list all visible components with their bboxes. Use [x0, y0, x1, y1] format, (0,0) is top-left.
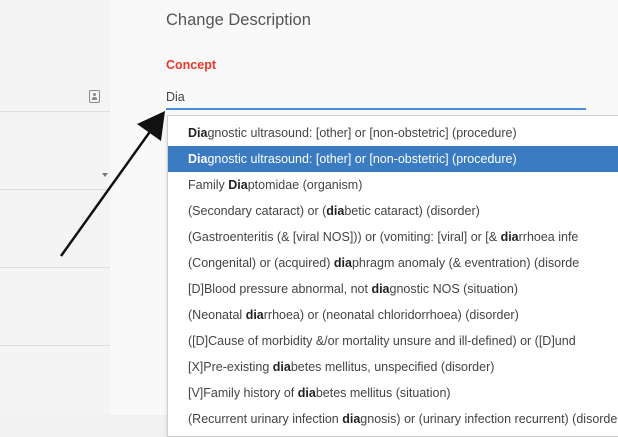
form-divider: [0, 111, 110, 112]
suggestion-text: gnosis) or (urinary infection recurrent)…: [360, 412, 618, 426]
suggestion-option[interactable]: (Neonatal diarrhoea) or (neonatal chlori…: [168, 302, 618, 328]
suggestion-match-text: dia: [371, 282, 390, 296]
suggestion-match-text: dia: [272, 360, 291, 374]
suggestion-match-text: Dia: [188, 152, 208, 166]
suggestion-option[interactable]: (Gastroenteritis (& [viral NOS])) or (vo…: [168, 224, 618, 250]
dialog-title: Change Description: [166, 11, 311, 29]
suggestion-option[interactable]: [D]Blood pressure abnormal, not diagnost…: [168, 276, 618, 302]
suggestion-text: gnostic NOS (situation): [389, 282, 519, 296]
suggestion-option[interactable]: [X]Pre-existing diabetes mellitus, unspe…: [168, 354, 618, 380]
suggestion-text: ([D]Cause of morbidity &/or mortality un…: [188, 334, 576, 348]
suggestion-text: betic cataract) (disorder): [344, 204, 480, 218]
suggestion-text: phragm anomaly (& eventration) (disorde: [351, 256, 580, 270]
suggestion-text: gnostic ultrasound: [other] or [non-obst…: [207, 126, 517, 140]
suggestion-text: [V]Family history of: [188, 386, 298, 400]
suggestion-text: rrhoea infe: [518, 230, 579, 244]
suggestion-match-text: dia: [297, 386, 316, 400]
suggestion-option[interactable]: [V]Family history of diabetes mellitus (…: [168, 380, 618, 406]
suggestion-match-text: dia: [342, 412, 361, 426]
concept-input[interactable]: [166, 86, 586, 110]
suggestion-text: ptomidae (organism): [247, 178, 363, 192]
chevron-down-icon[interactable]: [102, 173, 108, 177]
suggestion-text: (Secondary cataract) or (: [188, 204, 327, 218]
suggestion-match-text: dia: [245, 308, 264, 322]
suggestion-option[interactable]: Diagnostic ultrasound: [other] or [non-o…: [168, 120, 618, 146]
suggestion-match-text: dia: [333, 256, 352, 270]
suggestion-text: (Gastroenteritis (& [viral NOS])) or (vo…: [188, 230, 501, 244]
suggestion-text: rrhoea) or (neonatal chloridorrhoea) (di…: [263, 308, 519, 322]
suggestion-match-text: dia: [500, 230, 519, 244]
suggestion-option[interactable]: (Congenital) or (acquired) diaphragm ano…: [168, 250, 618, 276]
form-divider: [0, 267, 110, 268]
suggestion-text: (Recurrent urinary infection: [188, 412, 343, 426]
suggestion-text: Family: [188, 178, 229, 192]
form-divider: [0, 189, 110, 190]
suggestion-text: [D]Blood pressure abnormal, not: [188, 282, 372, 296]
suggestion-option[interactable]: Diagnostic ultrasound: [other] or [non-o…: [168, 146, 618, 172]
suggestion-option[interactable]: (Secondary cataract) or (diabetic catara…: [168, 198, 618, 224]
suggestion-match-text: Dia: [228, 178, 248, 192]
suggestion-text: (Neonatal: [188, 308, 246, 322]
suggestion-match-text: Dia: [188, 126, 208, 140]
suggestion-option[interactable]: (Recurrent urinary infection diagnosis) …: [168, 406, 618, 432]
concept-suggestions-dropdown: Diagnostic ultrasound: [other] or [non-o…: [167, 115, 618, 437]
suggestion-option[interactable]: Family Diaptomidae (organism): [168, 172, 618, 198]
contact-card-icon[interactable]: [89, 90, 100, 103]
suggestion-text: [X]Pre-existing: [188, 360, 273, 374]
suggestion-text: gnostic ultrasound: [other] or [non-obst…: [207, 152, 517, 166]
suggestion-option[interactable]: ([D]Cause of morbidity &/or mortality un…: [168, 328, 618, 354]
background-form-panel: [0, 0, 110, 415]
suggestion-text: (Congenital) or (acquired): [188, 256, 334, 270]
suggestion-text: betes mellitus (situation): [315, 386, 451, 400]
concept-label: Concept: [166, 58, 216, 72]
suggestion-match-text: dia: [326, 204, 345, 218]
form-divider: [0, 345, 110, 346]
suggestion-text: betes mellitus, unspecified (disorder): [290, 360, 495, 374]
